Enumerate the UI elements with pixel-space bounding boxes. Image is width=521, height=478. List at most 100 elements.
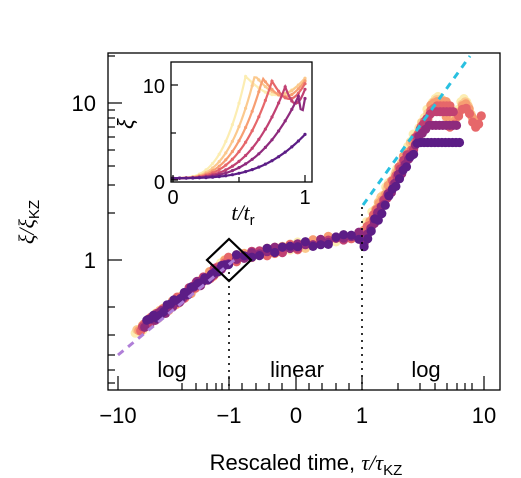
inset-data-point (211, 166, 215, 170)
inset-data-point (290, 89, 294, 93)
y-axis-ticks (108, 55, 122, 384)
inset-y-axis-label: ξ (113, 118, 138, 129)
inset-data-point (237, 166, 241, 170)
data-point (401, 162, 412, 172)
inset-data-point (230, 139, 234, 143)
highlight-diamond (205, 237, 253, 283)
inset-data-point (184, 176, 188, 180)
inset-data-point (250, 84, 254, 88)
inset-x-tick-label: 0 (167, 187, 178, 209)
data-point (254, 251, 265, 261)
inset-data-point (244, 106, 248, 110)
inset-data-point (283, 96, 287, 100)
inset-data-point (277, 89, 281, 93)
inset-data-point (296, 83, 300, 87)
inset-data-point (244, 125, 248, 130)
inset-data-point (237, 101, 241, 105)
inset-data-point (257, 90, 261, 94)
x-tick-label: −10 (99, 403, 136, 428)
inset-data-point (283, 150, 287, 154)
x-tick-label: 0 (290, 403, 302, 428)
inset-data-point (263, 98, 267, 102)
inset-data-point (244, 140, 248, 144)
data-point (323, 239, 333, 249)
inset-data-point (224, 174, 228, 178)
data-point (316, 240, 326, 250)
x-axis-ticks (117, 376, 485, 390)
inset-data-point (237, 171, 241, 175)
inset-data-point (244, 162, 248, 166)
inset-data-point (224, 168, 228, 172)
log-growth-fit-line (361, 55, 472, 206)
inset-frame (170, 61, 313, 183)
inset-data-point (244, 74, 248, 79)
data-point (384, 191, 394, 201)
inset-x-tick-label: 1 (299, 187, 310, 209)
inset-data-point (270, 87, 274, 92)
data-point (223, 252, 234, 262)
inset-data-point (277, 101, 281, 105)
inset-data-point (296, 87, 300, 91)
inset-data-point (263, 90, 267, 94)
inset-data-point (224, 171, 228, 175)
data-point (277, 242, 287, 252)
inset-data-point (191, 176, 195, 180)
data-point (270, 247, 280, 258)
x-tick-label: −1 (216, 403, 241, 428)
inset-data-point (283, 119, 287, 123)
inset-data-point (224, 163, 228, 167)
data-point (366, 226, 376, 236)
inset-data-point (211, 175, 215, 179)
inset-data-point (230, 123, 234, 127)
inset-data-point (263, 127, 267, 131)
inset-data-point (250, 146, 254, 150)
region-label-right: log (411, 357, 440, 382)
inset-data-point (270, 79, 274, 83)
inset-data-point (296, 91, 300, 95)
data-point (474, 119, 484, 129)
inset-data-point (250, 109, 254, 113)
y-tick-label: 1 (84, 248, 96, 273)
inset-data-point (244, 170, 248, 174)
data-point (363, 234, 373, 244)
inset-data-point (230, 164, 234, 168)
inset-data-point (303, 82, 307, 86)
inset-data-point (283, 92, 287, 96)
inset-data-point (257, 115, 261, 119)
data-point (409, 149, 419, 159)
data-point (454, 137, 465, 148)
x-axis-label: Rescaled time, τ/τKZ (210, 450, 403, 478)
inset-data-point (230, 173, 234, 177)
y-tick-label: 10 (72, 91, 96, 116)
inset-data-point (244, 153, 248, 158)
inset-data-point (303, 76, 307, 80)
inset-data-point (283, 85, 287, 89)
inset-data-point (217, 152, 221, 156)
inset-data-point (263, 85, 267, 89)
inset-data-point (224, 139, 228, 143)
inset-data-point (290, 107, 294, 111)
inset-data-point (178, 176, 182, 180)
inset-data-point (204, 176, 208, 180)
inset-data-point (237, 150, 241, 154)
inset-data-point (270, 93, 274, 97)
inset-data-point (263, 162, 267, 166)
data-point (300, 237, 310, 247)
inset-data-point (303, 132, 307, 136)
inset-data-point (217, 160, 221, 164)
data-point (448, 107, 458, 117)
data-point (293, 242, 303, 252)
inset-data-point (290, 145, 294, 149)
data-point (359, 242, 369, 252)
inset-data-point (263, 80, 267, 84)
inset-data-point (270, 138, 274, 142)
data-point (391, 181, 401, 191)
region-label-left: log (157, 357, 186, 382)
inset-data-point (217, 168, 221, 172)
inset-data-point (263, 145, 267, 149)
data-point (262, 243, 272, 253)
data-point (476, 111, 486, 121)
data-point (380, 200, 390, 210)
data-point (464, 109, 475, 119)
